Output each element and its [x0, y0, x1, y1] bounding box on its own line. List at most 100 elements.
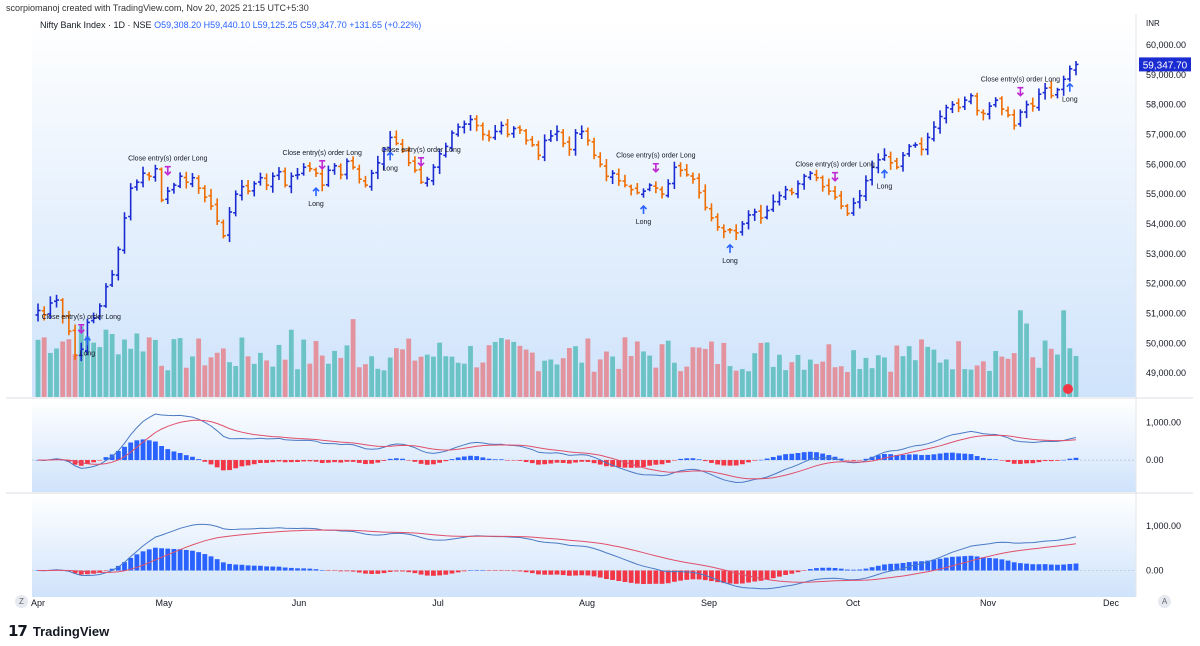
volume-bar — [54, 348, 59, 397]
entry-signal-label: Long — [877, 183, 893, 190]
price-bar — [665, 179, 671, 198]
histogram-bar — [974, 456, 980, 461]
volume-bar — [455, 362, 461, 397]
price-bar — [301, 163, 307, 176]
histogram-bar — [498, 570, 504, 571]
histogram-bar — [431, 570, 436, 576]
histogram-bar — [443, 570, 449, 575]
histogram-bar — [214, 559, 220, 571]
histogram-bar — [980, 457, 986, 461]
price-bar — [733, 224, 739, 240]
chart-canvas[interactable]: Close entry(s) order Long Long Close entry… — [6, 14, 1193, 614]
histogram-bar — [956, 453, 962, 461]
volume-bar — [412, 360, 418, 397]
volume-bar — [443, 356, 449, 397]
volume-bar — [239, 337, 245, 397]
histogram-bar — [177, 453, 183, 461]
histogram-bar — [431, 460, 436, 465]
price-bar — [603, 159, 609, 182]
price-bar — [202, 185, 208, 203]
histogram-bar — [801, 452, 807, 461]
histogram-bar — [264, 460, 270, 463]
histogram-bar — [511, 570, 517, 572]
histogram-bar — [764, 570, 770, 580]
histogram-bar — [233, 460, 239, 469]
histogram-bar — [461, 456, 467, 461]
volume-bar — [715, 363, 721, 397]
volume-bar — [338, 357, 344, 397]
histogram-bar — [406, 570, 412, 573]
histogram-bar — [882, 564, 887, 571]
volume-bar — [301, 339, 307, 397]
histogram-bar — [554, 460, 560, 463]
price-bar — [764, 205, 770, 220]
entry-signal-label: Long — [636, 219, 652, 226]
volume-bar — [912, 360, 918, 397]
volume-bar — [35, 339, 41, 397]
exit-signal-label: Close entry(s) order Long — [283, 150, 362, 157]
histogram-bar — [418, 460, 424, 464]
histogram-bar — [838, 568, 844, 571]
histogram-bar — [1042, 564, 1048, 571]
symbol-legend[interactable]: Nifty Bank Index · 1D · NSE O59,308.20 H… — [40, 20, 421, 30]
price-bar — [628, 184, 634, 196]
histogram-bar — [1055, 460, 1060, 461]
volume-bar — [1017, 310, 1023, 397]
histogram-bar — [196, 459, 202, 461]
volume-bar — [597, 359, 603, 397]
price-bar — [276, 167, 282, 180]
price-bar — [159, 167, 165, 203]
price-bar — [789, 187, 795, 196]
histogram-bar — [752, 460, 758, 461]
histogram-bar — [109, 454, 115, 461]
price-bar — [1030, 97, 1036, 112]
exit-arrow-icon — [652, 162, 660, 173]
histogram-bar — [152, 547, 158, 571]
histogram-bar — [220, 562, 226, 571]
histogram-bar — [412, 460, 418, 462]
histogram-bar — [548, 460, 554, 464]
price-bar — [851, 197, 857, 216]
histogram-bar — [480, 457, 486, 461]
time-axis-label: Jul — [432, 598, 444, 608]
price-bar — [282, 167, 288, 188]
histogram-bar — [375, 460, 381, 463]
volume-bar — [894, 345, 900, 397]
volume-bar — [684, 366, 690, 397]
price-bar — [109, 270, 115, 287]
price-bar — [97, 303, 103, 321]
price-axis-tick: 55,000.00 — [1146, 189, 1186, 199]
histogram-bar — [894, 563, 900, 571]
histogram-bar — [276, 566, 282, 571]
volume-bar — [1030, 357, 1036, 397]
volume-bar — [1042, 340, 1048, 397]
price-axis-tick: 52,000.00 — [1146, 279, 1186, 289]
volume-bar — [183, 367, 189, 397]
price-bar — [659, 186, 665, 199]
price-bar — [616, 168, 622, 186]
volume-bar — [678, 371, 683, 397]
histogram-bar — [634, 460, 640, 468]
histogram-bar — [844, 569, 850, 571]
timezone-button[interactable]: Z — [15, 595, 28, 608]
volume-bar — [190, 356, 195, 397]
histogram-bar — [1061, 459, 1067, 461]
histogram-bar — [363, 460, 368, 465]
volume-bar — [647, 355, 653, 397]
histogram-bar — [548, 570, 554, 575]
histogram-bar — [962, 556, 968, 571]
volume-bar — [968, 369, 974, 397]
price-bar — [461, 120, 467, 134]
volume-bar — [653, 367, 659, 397]
price-bar — [60, 298, 66, 324]
volume-bar — [97, 347, 103, 397]
volume-bar — [937, 362, 943, 397]
price-bar — [684, 164, 690, 177]
histogram-bar — [529, 460, 535, 464]
volume-bar — [41, 337, 47, 397]
histogram-bar — [227, 563, 232, 571]
volume-bar — [66, 339, 72, 397]
auto-scale-button[interactable]: A — [1158, 595, 1171, 608]
volume-bar — [140, 351, 146, 397]
volume-bar — [245, 356, 251, 397]
